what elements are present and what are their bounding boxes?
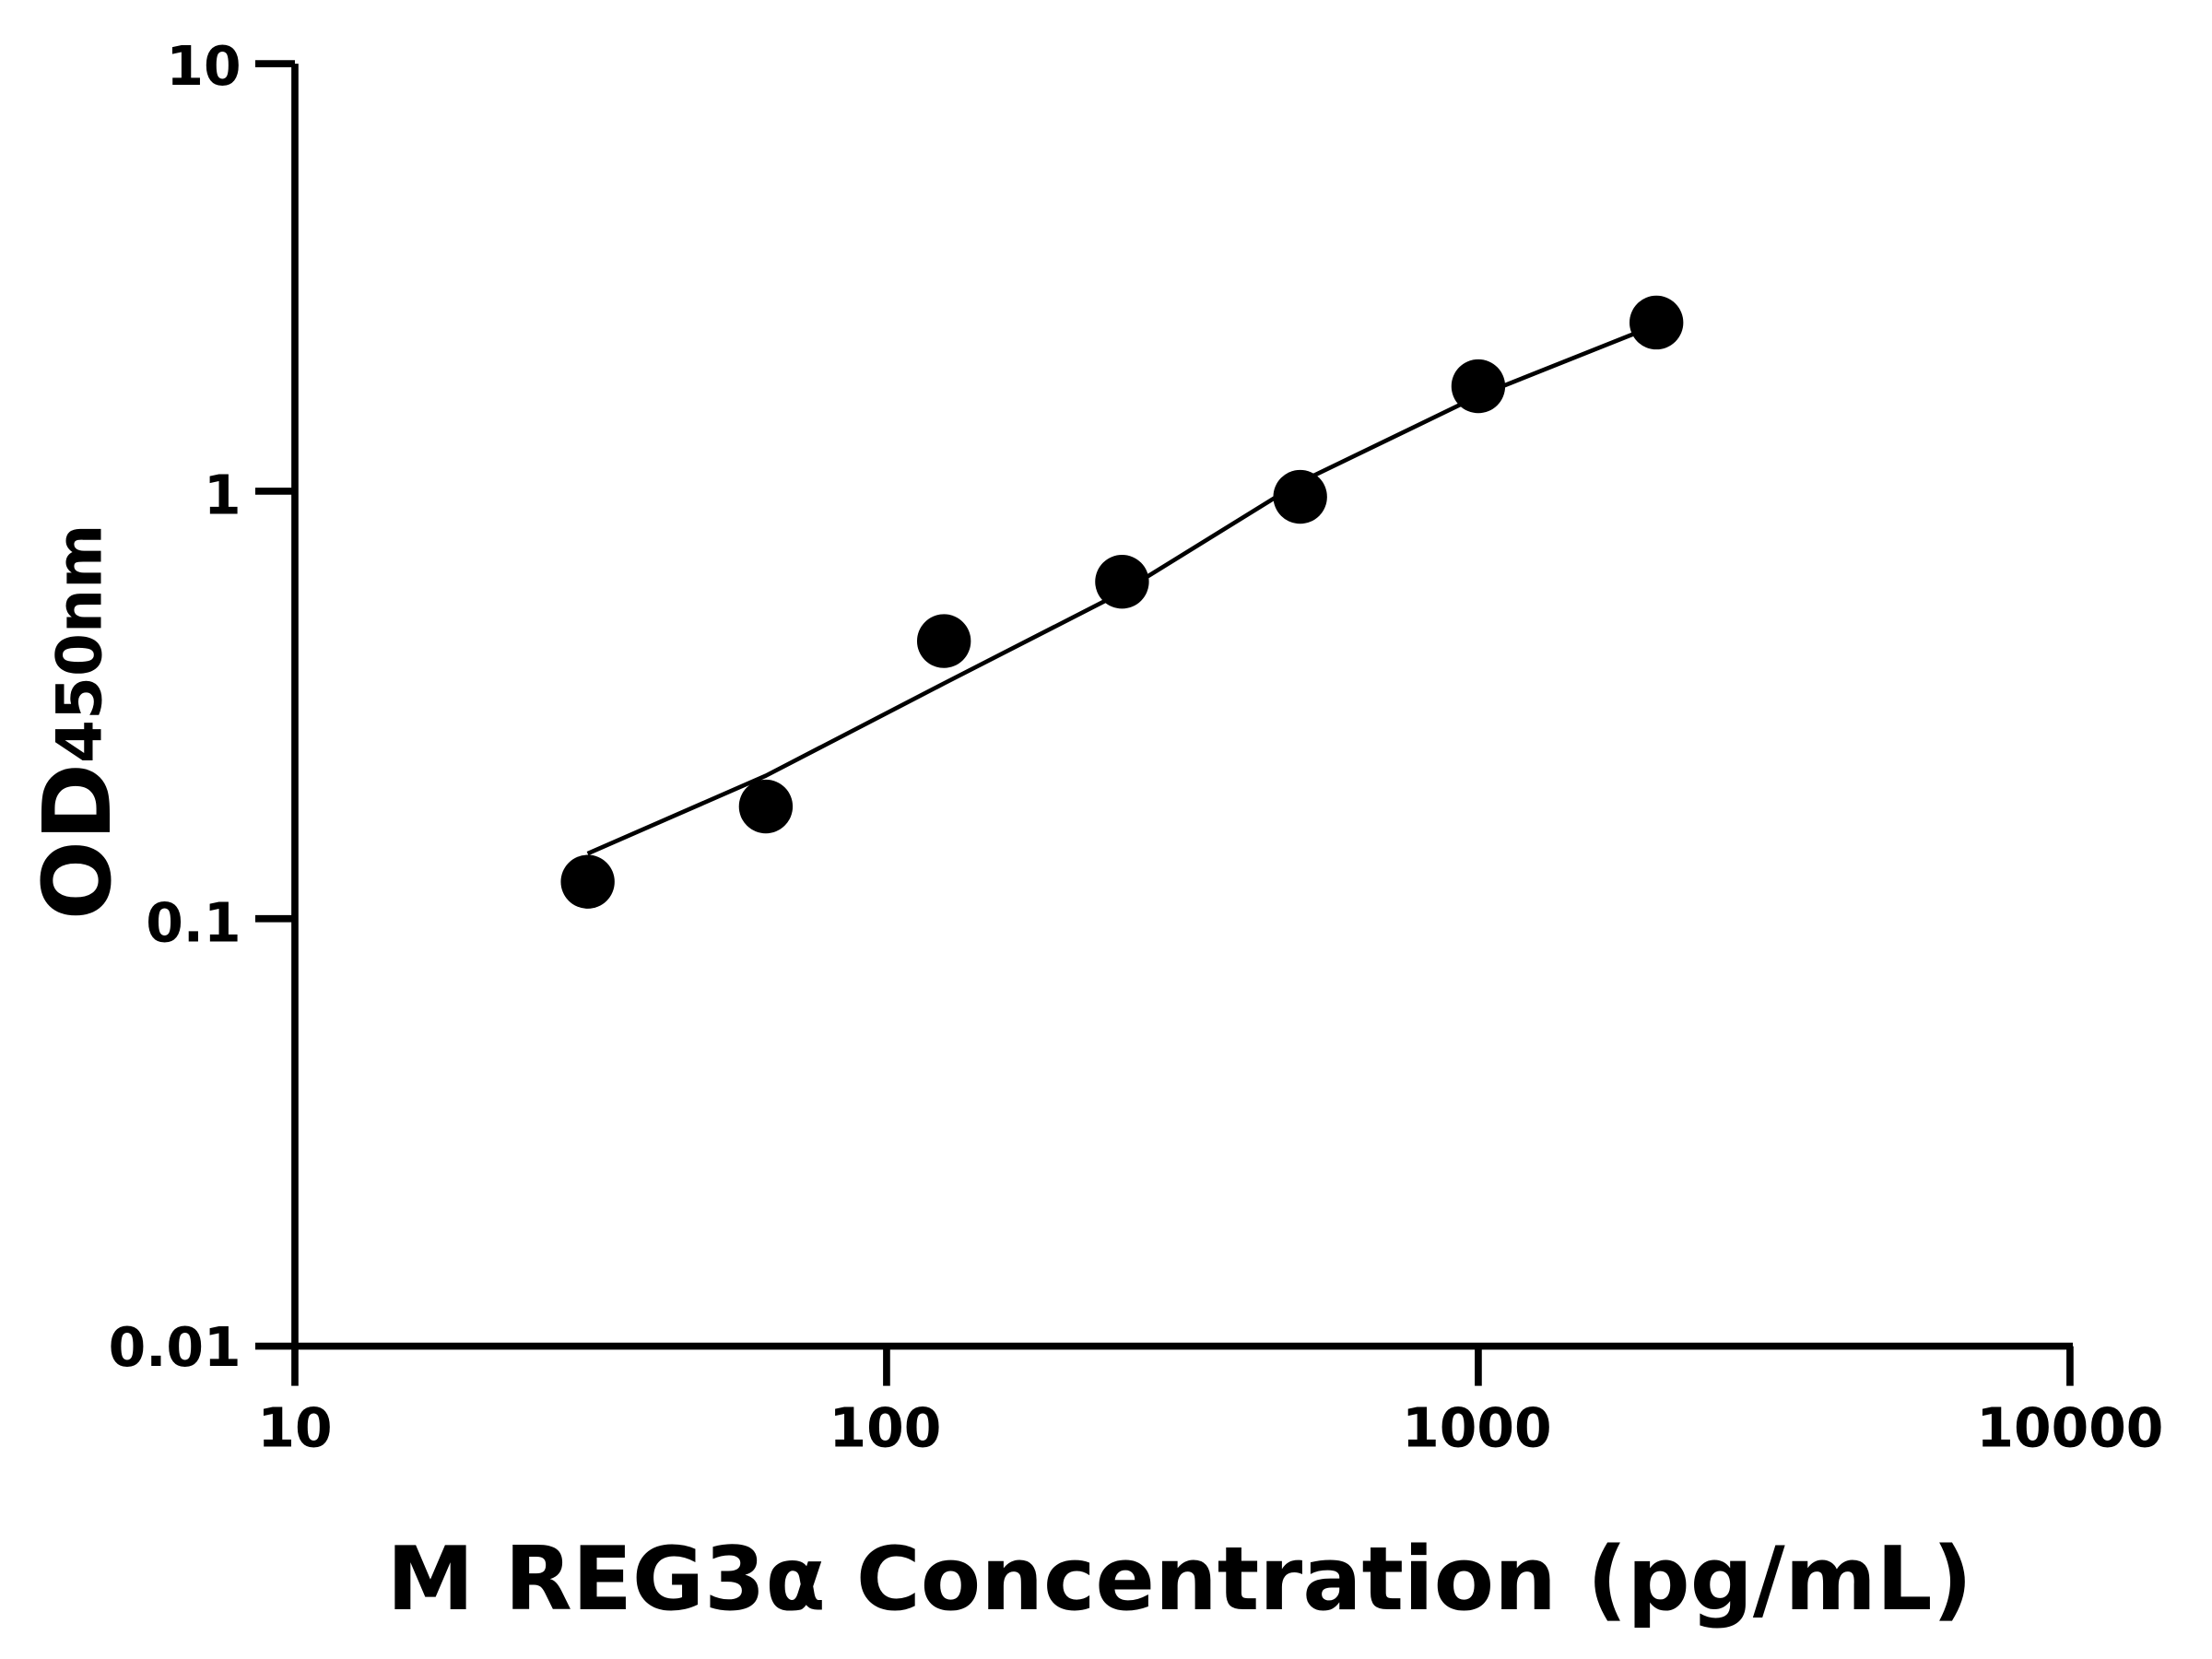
data-point: [1629, 295, 1684, 350]
y-tick-label: 0.01: [109, 1316, 241, 1379]
x-tick-label: 1000: [1402, 1397, 1551, 1460]
y-tick-label: 10: [166, 35, 241, 98]
y-axis-label-main: OD: [23, 763, 132, 920]
y-tick-label: 0.1: [146, 891, 241, 954]
y-axis-label-subscript: 450nm: [43, 524, 116, 763]
tick-labels: 10 100 1000 10000 0.01 0.1 1 10: [109, 35, 2164, 1459]
data-point: [916, 614, 971, 668]
x-tick-label: 10: [257, 1397, 332, 1460]
data-point: [1273, 469, 1327, 524]
data-point: [560, 854, 615, 909]
data-point: [1451, 359, 1506, 414]
y-axis-label: OD450nm: [23, 524, 132, 920]
data-point: [738, 779, 794, 834]
axes: [254, 60, 2074, 1386]
x-axis-label: M REG3α Concentration (pg/mL): [387, 1529, 1972, 1630]
x-tick-label: 10000: [1976, 1397, 2163, 1460]
data-point: [1095, 555, 1149, 609]
x-tick-label: 100: [829, 1397, 941, 1460]
y-tick-label: 1: [204, 465, 241, 527]
data-points-layer: [560, 295, 1684, 909]
